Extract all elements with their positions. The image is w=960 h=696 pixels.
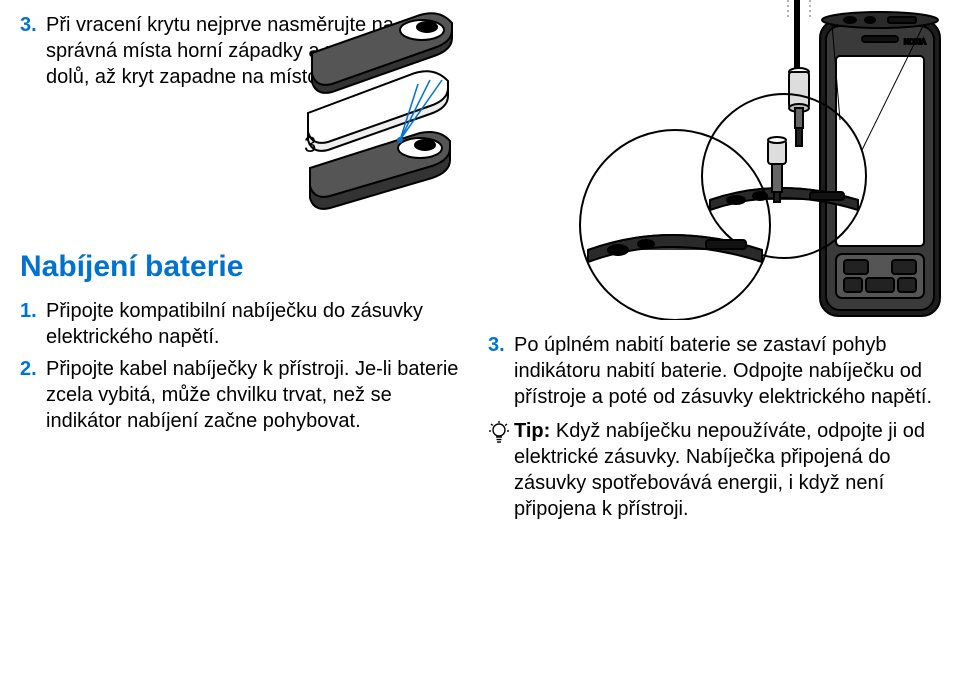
lightbulb-icon: [488, 418, 514, 451]
step-number: 1.: [20, 298, 46, 324]
step-number: 3.: [20, 12, 46, 38]
illustration-cover-reattach: 3: [300, 10, 470, 210]
tip-block: Tip: Když nabíječku nepoužíváte, odpojte…: [488, 418, 932, 522]
section-heading-charging: Nabíjení baterie: [20, 250, 460, 284]
right-column: NOKIA: [480, 0, 960, 696]
left-column: 3. Při vracení krytu nejprve nasměrujte …: [0, 0, 480, 696]
step-text: Po úplném nabití baterie se zastaví pohy…: [514, 332, 932, 410]
tip-label: Tip:: [514, 420, 556, 442]
tip-body: Když nabíječku nepoužíváte, odpojte ji o…: [514, 420, 925, 520]
charging-step-1: 1. Připojte kompatibilní nabíječku do zá…: [20, 298, 460, 350]
charging-step-3: 3. Po úplném nabití baterie se zastaví p…: [488, 332, 932, 410]
step-text: Připojte kompatibilní nabíječku do zásuv…: [46, 298, 460, 350]
illustration-label-3: 3: [304, 132, 316, 157]
step-number: 2.: [20, 356, 46, 382]
illustration-charger-phone: NOKIA: [510, 0, 950, 320]
charging-step-2: 2. Připojte kabel nabíječky k přístroji.…: [20, 356, 460, 434]
step-number: 3.: [488, 332, 514, 358]
tip-text: Tip: Když nabíječku nepoužíváte, odpojte…: [514, 418, 932, 522]
step-text: Připojte kabel nabíječky k přístroji. Je…: [46, 356, 460, 434]
